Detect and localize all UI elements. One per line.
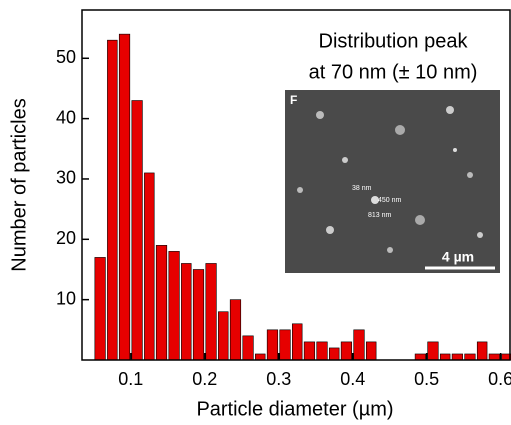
- bar: [279, 329, 291, 361]
- x-tick-label: 0.5: [414, 369, 439, 389]
- bar: [118, 33, 131, 361]
- inset-image: F 38 nm 450 nm 813 nm 4 µm: [285, 90, 500, 273]
- bar: [365, 341, 377, 361]
- bar: [476, 341, 488, 361]
- bar: [168, 251, 180, 361]
- size-label: 38 nm: [352, 185, 372, 192]
- bar: [94, 257, 106, 361]
- x-tick-label: 0.4: [340, 369, 365, 389]
- size-label: 450 nm: [378, 197, 402, 204]
- bar: [107, 39, 118, 361]
- bar: [316, 341, 328, 361]
- y-axis-label: Number of particles: [8, 98, 30, 271]
- x-axis-label: Particle diameter (µm): [196, 398, 393, 420]
- bar: [181, 263, 192, 361]
- y-tick-label: 30: [56, 168, 76, 188]
- bar: [242, 335, 254, 361]
- inset-label: F: [290, 93, 297, 107]
- bar: [451, 353, 463, 361]
- bar: [414, 353, 426, 361]
- bar: [229, 299, 242, 361]
- bar: [464, 353, 476, 361]
- scale-bar-label: 4 µm: [442, 249, 474, 265]
- bar: [205, 263, 217, 361]
- bar: [218, 311, 229, 361]
- bar: [255, 353, 266, 361]
- bar: [292, 323, 303, 361]
- y-tick-label: 20: [56, 228, 76, 248]
- y-tick-label: 10: [56, 288, 76, 308]
- bar: [488, 353, 500, 361]
- y-tick-label: 40: [56, 107, 76, 127]
- size-label: 813 nm: [368, 212, 392, 219]
- bar: [303, 341, 316, 361]
- bar: [329, 347, 340, 361]
- x-tick-label: 0.3: [266, 369, 291, 389]
- bar: [353, 329, 365, 361]
- bar: [439, 353, 451, 361]
- bar: [192, 269, 205, 361]
- annotation: at 70 nm (± 10 nm): [309, 61, 478, 83]
- annotation: Distribution peak: [319, 30, 469, 52]
- bar: [340, 341, 353, 361]
- x-tick-label: 0.1: [118, 369, 143, 389]
- x-tick-label: 0.6: [488, 369, 511, 389]
- bar: [144, 172, 155, 361]
- bar: [155, 245, 168, 361]
- bar: [266, 329, 279, 361]
- bar: [131, 100, 143, 361]
- plot-frame: [81, 9, 511, 361]
- x-tick-label: 0.2: [192, 369, 217, 389]
- y-tick-label: 50: [56, 47, 76, 67]
- bar: [427, 341, 439, 361]
